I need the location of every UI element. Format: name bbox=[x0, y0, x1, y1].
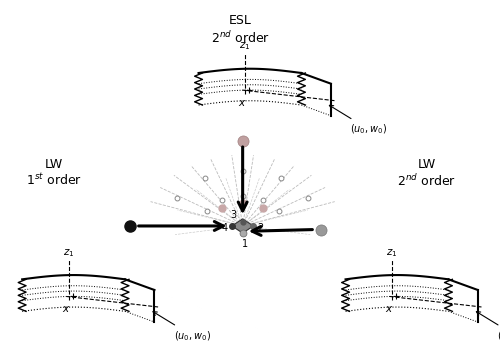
Text: LW: LW bbox=[45, 158, 63, 171]
Text: $z_1$: $z_1$ bbox=[386, 247, 398, 258]
Text: 4: 4 bbox=[222, 223, 228, 233]
Text: $2^{nd}$ order: $2^{nd}$ order bbox=[210, 30, 270, 46]
Text: $x$: $x$ bbox=[386, 304, 394, 314]
Text: 3: 3 bbox=[230, 210, 237, 220]
Text: ESL: ESL bbox=[229, 14, 252, 27]
Text: LW: LW bbox=[418, 158, 436, 171]
Text: $z_1$: $z_1$ bbox=[240, 40, 251, 52]
Text: $( u_0, w_0 )$: $( u_0, w_0 )$ bbox=[153, 312, 211, 343]
Text: $x$: $x$ bbox=[238, 98, 247, 108]
Text: 1: 1 bbox=[242, 240, 248, 249]
Text: $( u_0, w_0 )$: $( u_0, w_0 )$ bbox=[476, 312, 500, 343]
Text: $( u_0, w_0 )$: $( u_0, w_0 )$ bbox=[330, 105, 388, 136]
Text: 2: 2 bbox=[258, 223, 264, 233]
Text: $2^{nd}$ order: $2^{nd}$ order bbox=[397, 172, 456, 188]
Polygon shape bbox=[232, 219, 254, 233]
Text: $x$: $x$ bbox=[62, 304, 70, 314]
Text: $z_1$: $z_1$ bbox=[63, 247, 74, 258]
Text: $1^{st}$ order: $1^{st}$ order bbox=[26, 172, 82, 188]
